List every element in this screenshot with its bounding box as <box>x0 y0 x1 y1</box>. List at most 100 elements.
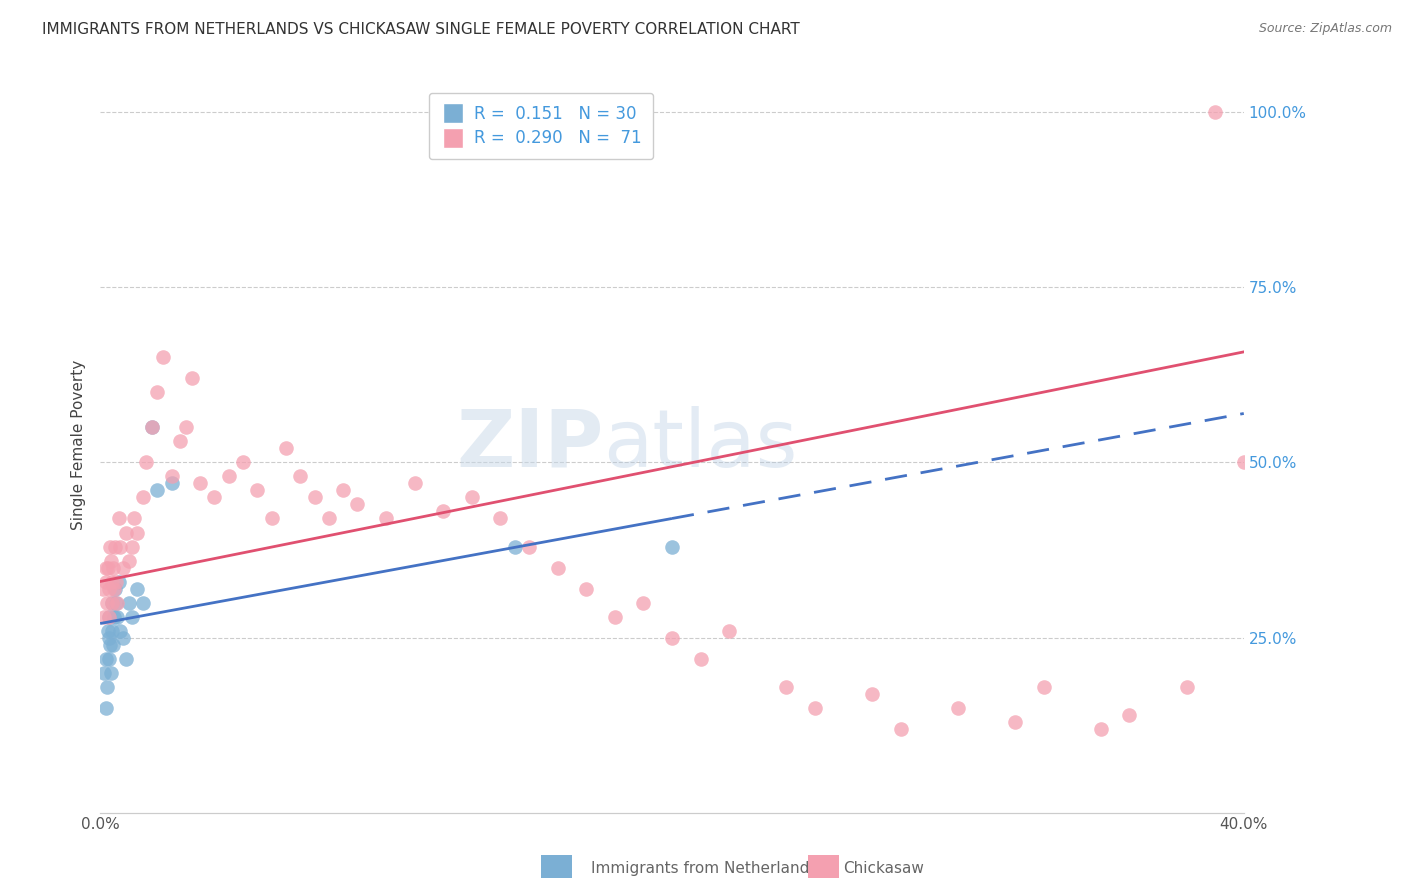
Point <box>105 609 128 624</box>
Point <box>124 511 146 525</box>
Point <box>98 638 121 652</box>
Point <box>169 434 191 449</box>
Point <box>432 504 454 518</box>
Point <box>246 483 269 498</box>
Point <box>100 595 122 609</box>
Point <box>260 511 283 525</box>
Point <box>132 595 155 609</box>
Text: atlas: atlas <box>603 406 797 484</box>
Point <box>98 609 121 624</box>
Point <box>97 582 120 596</box>
Point <box>146 483 169 498</box>
Point <box>96 574 118 589</box>
Point <box>104 582 127 596</box>
Point <box>332 483 354 498</box>
Point <box>111 631 134 645</box>
Text: Immigrants from Netherlands: Immigrants from Netherlands <box>591 861 817 876</box>
Point <box>718 624 741 638</box>
Text: Source: ZipAtlas.com: Source: ZipAtlas.com <box>1258 22 1392 36</box>
Point <box>107 511 129 525</box>
Point <box>100 665 122 680</box>
Point <box>141 420 163 434</box>
Point <box>860 686 883 700</box>
Point <box>91 582 114 596</box>
Point <box>489 511 512 525</box>
Point <box>100 574 122 589</box>
Point <box>1118 707 1140 722</box>
Point <box>96 700 118 714</box>
Point <box>346 498 368 512</box>
Point <box>218 469 240 483</box>
Point <box>118 553 141 567</box>
Point <box>108 624 131 638</box>
Point <box>100 553 122 567</box>
Point <box>661 540 683 554</box>
Point <box>188 476 211 491</box>
Point <box>946 700 969 714</box>
Point <box>141 420 163 434</box>
Point <box>404 476 426 491</box>
Point <box>98 540 121 554</box>
Y-axis label: Single Female Poverty: Single Female Poverty <box>72 359 86 530</box>
Point <box>93 609 115 624</box>
Point <box>108 540 131 554</box>
Point <box>232 455 254 469</box>
Point <box>152 351 174 365</box>
Point <box>160 469 183 483</box>
Point <box>204 491 226 505</box>
Point <box>101 624 124 638</box>
Point <box>547 560 569 574</box>
Point <box>375 511 398 525</box>
Point <box>104 595 127 609</box>
Point <box>633 595 655 609</box>
Point <box>503 540 526 554</box>
Point <box>101 638 124 652</box>
Point <box>118 595 141 609</box>
Point <box>107 574 129 589</box>
Point <box>103 582 125 596</box>
Point <box>111 560 134 574</box>
Point <box>93 665 115 680</box>
Text: Chickasaw: Chickasaw <box>844 861 925 876</box>
Point <box>127 525 149 540</box>
Point <box>318 511 340 525</box>
Point <box>890 722 912 736</box>
Point <box>104 540 127 554</box>
Point <box>96 595 118 609</box>
Point <box>146 385 169 400</box>
Point <box>105 595 128 609</box>
Point <box>101 560 124 574</box>
Point <box>97 560 120 574</box>
Point <box>104 574 127 589</box>
Point <box>274 442 297 456</box>
Point <box>1090 722 1112 736</box>
Point <box>115 525 138 540</box>
Point <box>775 680 797 694</box>
Legend: R =  0.151   N = 30, R =  0.290   N =  71: R = 0.151 N = 30, R = 0.290 N = 71 <box>429 93 652 159</box>
Point <box>127 582 149 596</box>
Point <box>132 491 155 505</box>
Point <box>1175 680 1198 694</box>
Point <box>96 680 118 694</box>
Point <box>94 560 117 574</box>
Point <box>101 595 124 609</box>
Point <box>461 491 484 505</box>
Point <box>97 631 120 645</box>
Point <box>180 371 202 385</box>
Point <box>575 582 598 596</box>
Point <box>121 609 143 624</box>
Point <box>160 476 183 491</box>
Point <box>804 700 827 714</box>
Point <box>517 540 540 554</box>
Point <box>689 651 711 665</box>
Point <box>304 491 326 505</box>
Point <box>97 624 120 638</box>
Point <box>661 631 683 645</box>
Point <box>94 651 117 665</box>
Point <box>603 609 626 624</box>
Point <box>103 609 125 624</box>
Point <box>121 540 143 554</box>
Point <box>97 651 120 665</box>
Point <box>1032 680 1054 694</box>
Point <box>98 609 121 624</box>
